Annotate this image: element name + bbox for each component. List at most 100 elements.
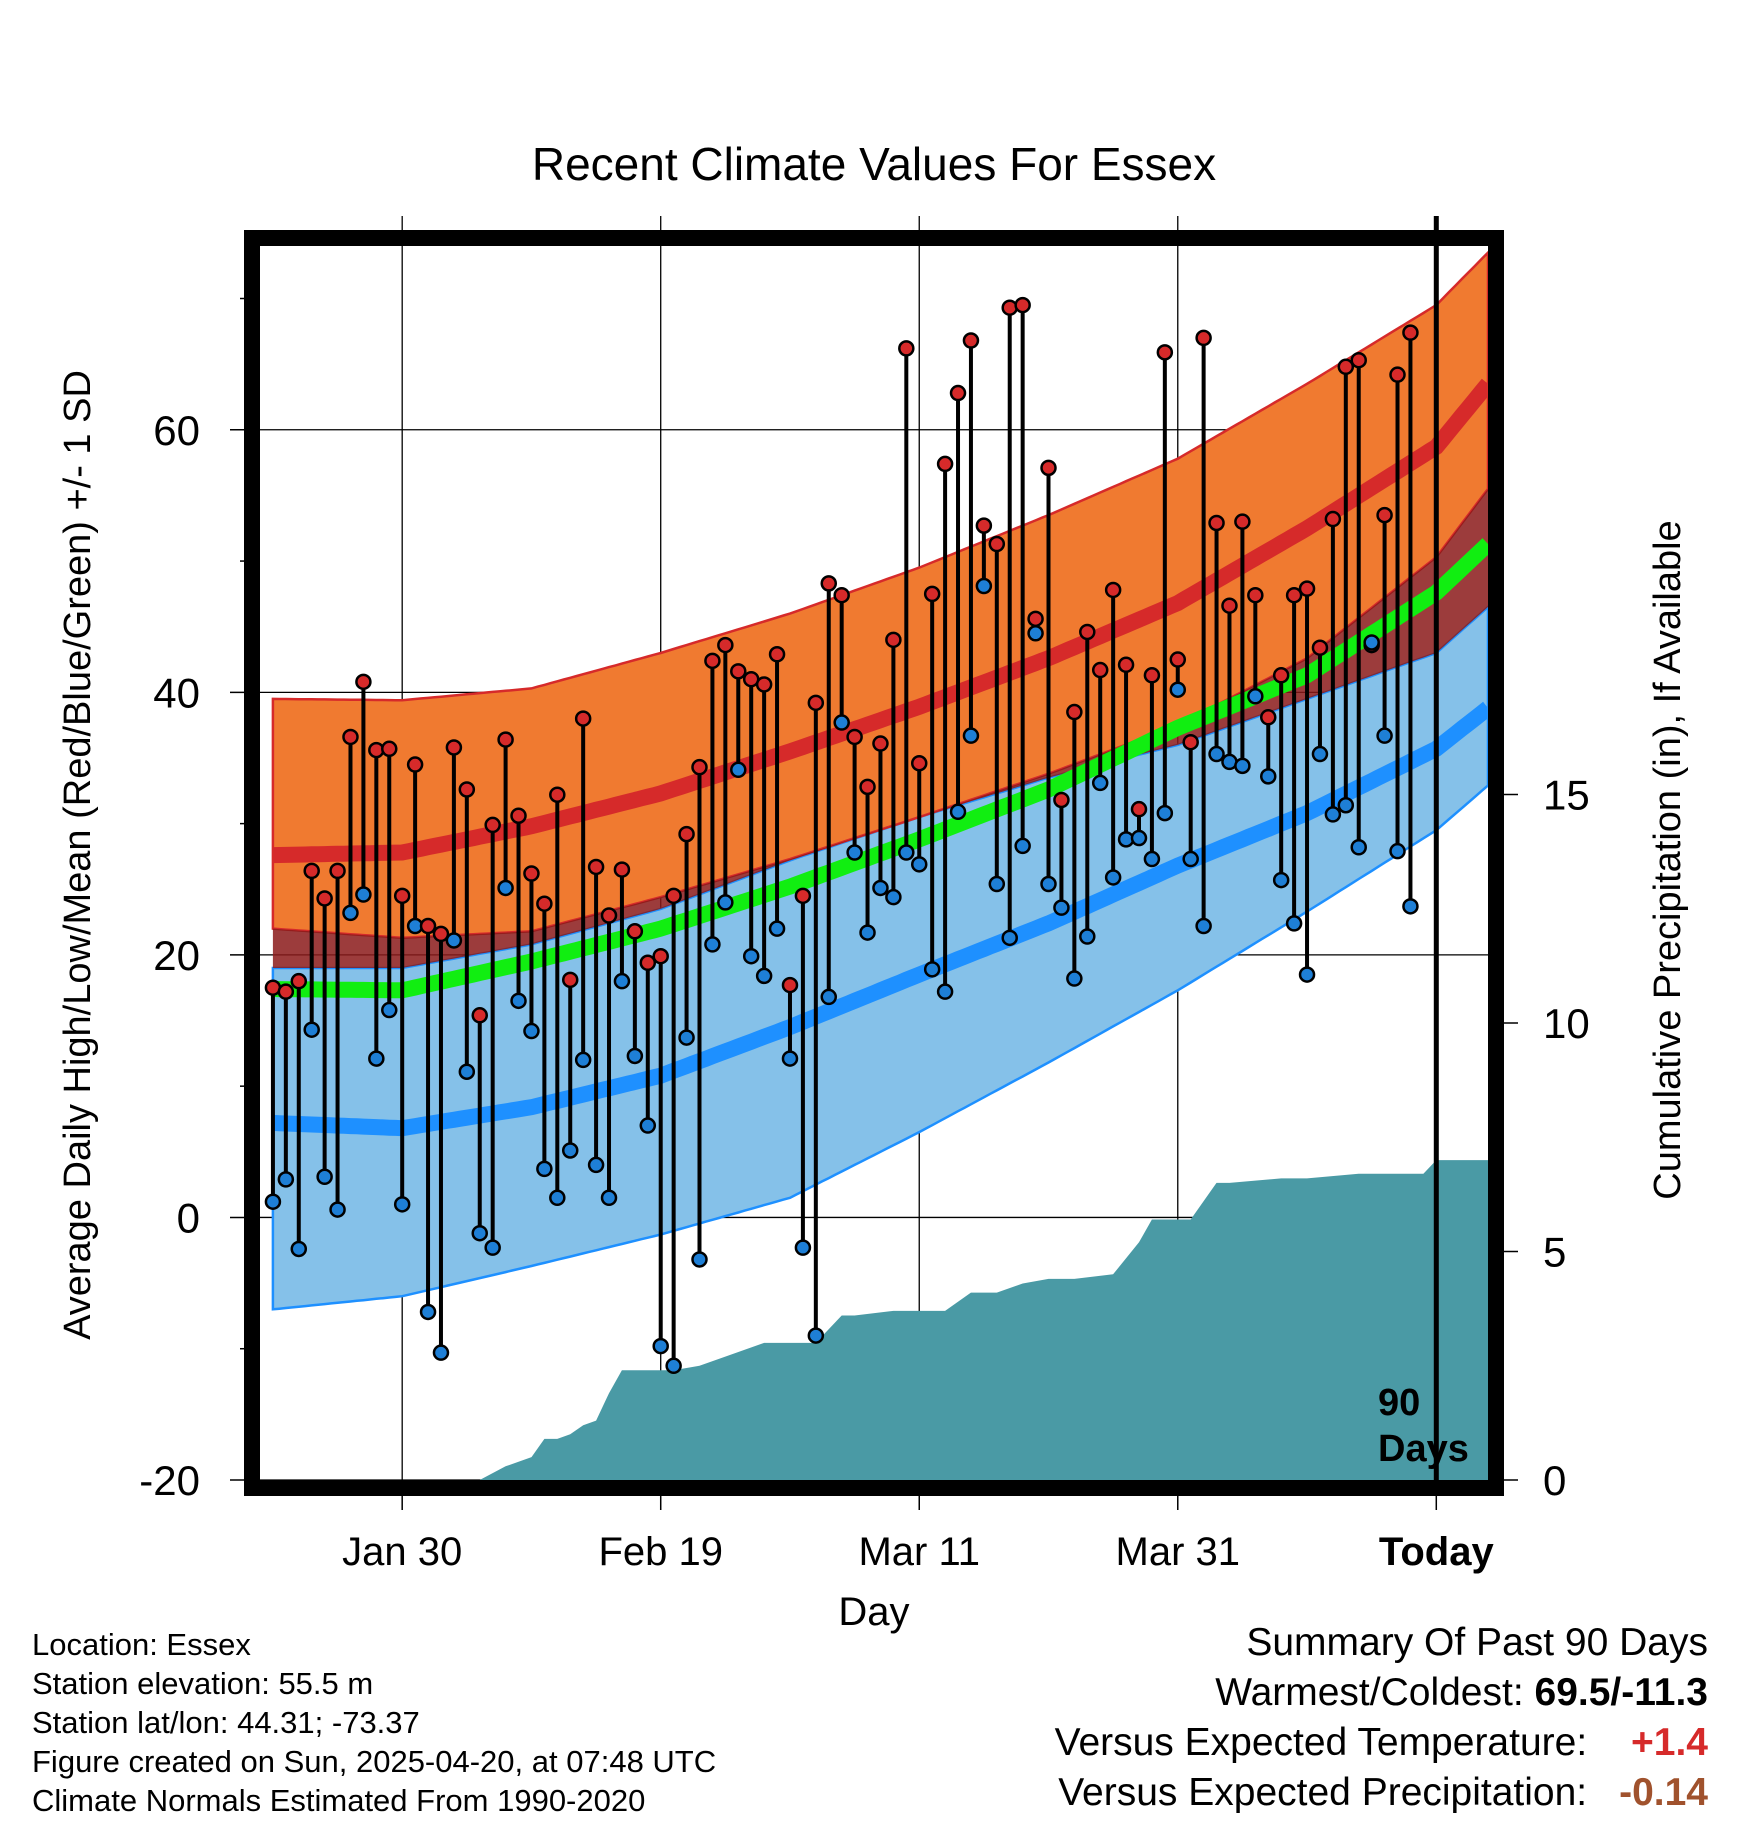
high-point [523,865,540,882]
high-point [962,332,980,349]
low-point [704,936,721,953]
low-point [678,1029,695,1046]
high-point [1182,733,1199,751]
high-point [406,756,424,773]
low-point [484,1239,501,1256]
high-point [1247,586,1264,604]
high-point [665,887,682,905]
low-point [859,924,876,941]
high-point [794,887,812,905]
high-point [1117,656,1135,674]
high-point [316,890,333,907]
high-point [1389,366,1406,383]
low-point [342,904,359,922]
x-tick-label: Feb 19 [598,1530,723,1574]
low-point [1285,915,1303,932]
created-text: Figure created on Sun, 2025-04-20, at 07… [32,1744,717,1779]
low-point [1040,875,1057,893]
left-tick-label: 40 [153,669,200,716]
low-point [1079,928,1096,945]
low-point [1376,727,1393,744]
low-point [639,1117,657,1134]
low-point [665,1357,682,1375]
low-point [264,1193,282,1210]
low-point [1014,837,1031,855]
high-point [1014,296,1031,314]
plot-area: 60 40 20 0 -20 15 10 5 0 Jan 30 Feb 19 Mar 11 Mar 31… [139,216,1590,1574]
x-axis-label: Day [838,1590,909,1634]
low-point [807,1327,825,1344]
high-point [678,825,695,843]
summary-warm-cold: Warmest/Coldest: 69.5/-11.3 [1055,1668,1708,1718]
high-point [393,887,411,905]
high-point [1402,324,1419,341]
high-point [536,895,553,912]
low-point [742,947,760,965]
low-point [523,1022,540,1040]
high-point [936,455,954,473]
high-point [988,535,1006,553]
high-point [717,636,734,654]
high-point [1285,586,1303,604]
high-point [639,954,657,972]
days-annotation: 90 Days [1378,1380,1469,1472]
low-point [1234,757,1251,775]
low-point [574,1051,592,1069]
right-tick-label: 5 [1543,1228,1566,1275]
high-point [768,646,786,663]
high-point [510,807,527,824]
high-point [471,1007,488,1024]
high-point [445,739,463,756]
low-point [368,1050,385,1067]
low-point [1156,804,1174,822]
low-point [626,1047,644,1065]
low-point [561,1142,579,1159]
right-tick-label: 0 [1543,1457,1566,1504]
low-point [691,1251,708,1268]
low-point [1195,917,1212,935]
high-point [781,976,799,994]
summary-precip: Versus Expected Precipitation: -0.14 [1055,1768,1708,1818]
low-point [458,1063,476,1080]
low-point [1143,850,1161,868]
x-tick-label: Mar 31 [1116,1530,1241,1574]
low-point [536,1160,553,1178]
low-point [1182,850,1199,868]
high-point [613,861,631,878]
low-point [303,1021,320,1038]
low-point [1104,869,1122,886]
high-point [1079,623,1096,641]
low-point [1001,929,1018,947]
high-point [1143,667,1161,684]
high-point [807,694,825,712]
warm-cold-label: Warmest/Coldest: [1215,1671,1524,1714]
low-point [975,577,993,595]
high-point [975,517,993,534]
low-point [290,1240,308,1258]
precip-area [479,1160,1488,1480]
high-point [859,778,876,796]
high-point [885,631,902,649]
low-point [652,1337,669,1355]
low-point [820,988,838,1006]
low-point [587,1156,605,1174]
low-point [1066,970,1083,987]
low-point [419,1303,437,1321]
low-point [1350,838,1367,856]
high-point [652,947,669,965]
days-annotation-number: 90 [1378,1382,1421,1424]
low-point [730,761,747,779]
low-point [355,886,372,903]
high-point [290,972,308,990]
high-point [1169,651,1187,668]
high-point [1104,581,1122,599]
summary-heading: Summary Of Past 90 Days [1246,1621,1708,1664]
high-point [910,754,928,772]
summary-panel: Summary Of Past 90 Days Warmest/Coldest:… [1055,1618,1708,1818]
high-point [1208,514,1225,532]
low-point [1053,899,1070,916]
high-point [303,862,320,880]
high-normal-line [272,378,1488,864]
low-point [1260,768,1277,785]
low-point [768,920,786,937]
